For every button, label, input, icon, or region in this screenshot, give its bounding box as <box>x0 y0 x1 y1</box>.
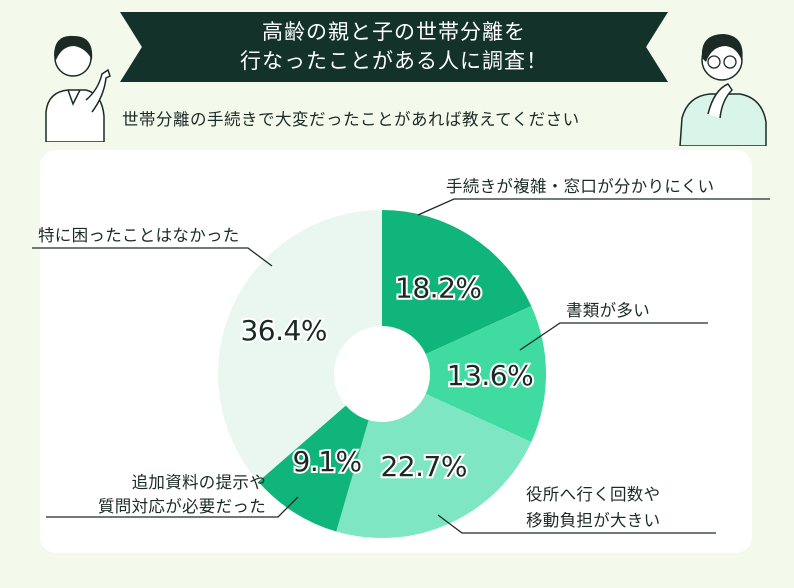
slice-category-label: 手続きが複雑・窓口が分かりにくい <box>446 177 714 196</box>
slice-percent-label: 13.6% <box>447 359 533 392</box>
title-line-2: 行なったことがある人に調査！ <box>240 49 548 73</box>
slice-percent-label: 9.1% <box>293 445 362 478</box>
woman-pointing-illustration <box>45 35 111 142</box>
slice-percent-label: 22.7% <box>380 450 466 483</box>
slice-category-label: 書類が多い <box>566 301 650 320</box>
donut-slice-3 <box>336 393 532 538</box>
slice-category-label: 特に困ったことはなかった <box>38 226 240 245</box>
title-banner: 高齢の親と子の世帯分離を 行なったことがある人に調査！ <box>120 12 668 82</box>
slice-category-label: 移動負担が大きい <box>526 511 660 530</box>
leader-line <box>46 496 299 518</box>
slice-percent-label: 18.2% <box>395 272 481 305</box>
donut-slice-4 <box>258 405 369 532</box>
leader-line <box>32 247 273 267</box>
leader-line <box>437 514 716 534</box>
leader-line <box>519 322 708 351</box>
slice-percent-label: 36.4% <box>240 314 326 347</box>
leader-line <box>417 198 770 216</box>
donut-slice-2 <box>425 306 546 442</box>
chart-subtitle: 世帯分離の手続きで大変だったことがあれば教えてください <box>122 110 580 129</box>
title-line-1: 高齢の親と子の世帯分離を <box>262 20 526 44</box>
slice-category-label: 追加資料の提示や <box>132 473 266 492</box>
donut-slice-1 <box>382 210 532 355</box>
donut-slice-5 <box>218 210 382 482</box>
slice-category-label: 質問対応が必要だった <box>98 497 266 516</box>
slice-category-label: 役所へ行く回数や <box>526 485 660 504</box>
man-thinking-illustration <box>679 34 767 146</box>
